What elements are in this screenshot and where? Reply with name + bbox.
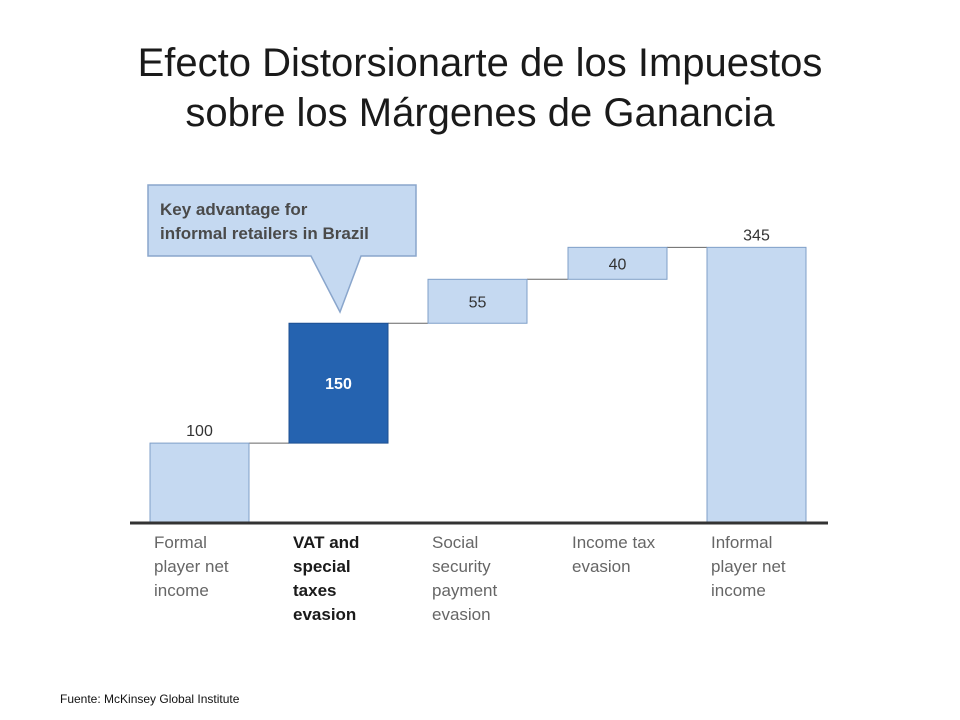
category-label: income (711, 581, 766, 600)
category-label: Formal (154, 533, 207, 552)
bar (288, 322, 389, 444)
category-label: income (154, 581, 209, 600)
bar-value-label: 40 (609, 256, 627, 273)
source-note: Fuente: McKinsey Global Institute (60, 692, 240, 706)
category-label: payment (432, 581, 497, 600)
category-label: Income tax (572, 533, 656, 552)
bar (149, 442, 250, 524)
bar (567, 246, 668, 280)
category-label: taxes (293, 581, 336, 600)
title-line-1: Efecto Distorsionarte de los Impuestos (137, 41, 823, 85)
category-label: Social (432, 533, 478, 552)
bar (427, 278, 528, 324)
category-label: player net (711, 557, 786, 576)
bar-value-label: 150 (325, 376, 352, 393)
bar-value-label: 345 (743, 227, 770, 244)
category-label: VAT and (293, 533, 359, 552)
category-label: player net (154, 557, 229, 576)
category-label: special (293, 557, 351, 576)
category-label: security (432, 557, 491, 576)
slide-title: Efecto Distorsionarte de los Impuestos s… (0, 38, 960, 138)
bar-value-label: 55 (469, 294, 487, 311)
category-label: evasion (293, 605, 356, 624)
callout-text: informal retailers in Brazil (160, 224, 369, 243)
category-label: evasion (432, 605, 491, 624)
category-label: Informal (711, 533, 772, 552)
title-line-2: sobre los Márgenes de Ganancia (185, 91, 775, 135)
callout-text: Key advantage for (160, 200, 308, 219)
bar (706, 246, 807, 524)
category-label: evasion (572, 557, 631, 576)
bar-value-label: 100 (186, 423, 213, 440)
callout-bubble (147, 184, 417, 314)
